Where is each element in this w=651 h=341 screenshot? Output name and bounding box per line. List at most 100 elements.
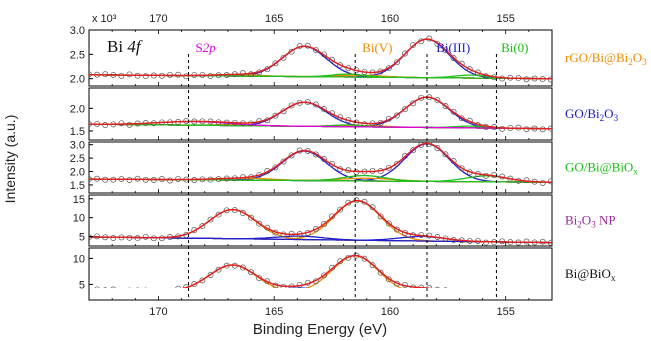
raw-data-point: [215, 266, 222, 273]
y-tick-label: 3.0: [70, 140, 85, 152]
peak-label: Bi(III): [436, 40, 470, 55]
curves-group: [89, 35, 553, 297]
raw-data-point: [539, 179, 546, 186]
raw-data-point: [523, 126, 530, 133]
raw-data-point: [547, 76, 552, 83]
raw-data-point: [337, 62, 344, 69]
raw-data-point: [516, 292, 521, 297]
sample-label: GO/Bi@BiOx: [565, 160, 638, 177]
raw-data-point: [523, 238, 530, 245]
raw-data-point: [136, 287, 140, 288]
x-tick-label-top: 155: [497, 13, 515, 25]
raw-data-point: [508, 292, 513, 297]
raw-data-point: [110, 286, 116, 288]
raw-data-point: [288, 48, 295, 55]
raw-data-point: [385, 65, 392, 72]
raw-data-point: [337, 206, 344, 213]
raw-data-point: [410, 100, 417, 107]
raw-data-point: [120, 287, 122, 288]
x-tick-label: 155: [497, 306, 515, 318]
raw-data-point: [142, 73, 149, 80]
y-tick-label: 1.5: [70, 180, 85, 192]
sample-label: rGO/Bi@Bi2O3: [565, 50, 647, 67]
sample-label: GO/Bi2O3: [565, 106, 619, 123]
raw-data-point: [377, 213, 384, 220]
y-tick-label: 10: [73, 253, 85, 265]
raw-data-point: [272, 112, 279, 119]
sample-label: Bi2O3 NP: [565, 213, 616, 230]
raw-data-point: [451, 289, 456, 294]
envelope-fit-line: [89, 96, 552, 130]
raw-data-point: [272, 60, 279, 67]
raw-data-point: [369, 262, 376, 269]
raw-data-point: [434, 40, 441, 47]
raw-data-point: [434, 145, 441, 151]
y-tick-label: 2.0: [70, 167, 85, 179]
raw-data-point: [199, 223, 206, 230]
raw-data-point: [434, 286, 440, 288]
panel-frame: [88, 87, 553, 141]
raw-data-point: [142, 233, 149, 240]
raw-data-point: [410, 147, 417, 154]
panel-frame: [88, 247, 553, 301]
raw-data-point: [548, 292, 553, 297]
sample-label: Bi@BiOx: [565, 266, 616, 283]
raw-data-point: [288, 102, 295, 109]
raw-data-point: [475, 292, 480, 297]
raw-data-point: [128, 287, 131, 288]
y-tick-label: 10: [73, 213, 85, 225]
bi3-component: [89, 96, 552, 130]
raw-data-point: [248, 269, 254, 276]
raw-data-point: [280, 158, 287, 165]
y-axis-label: Intensity (a.u.): [2, 115, 18, 204]
envelope-fit-line: [89, 199, 552, 244]
y-tick-label: 3.0: [70, 25, 85, 37]
raw-data-point: [402, 153, 408, 159]
raw-data-point: [402, 50, 408, 57]
panels-group: [88, 29, 553, 301]
raw-data-point: [337, 258, 344, 265]
y-tick-label: 2.0: [70, 103, 85, 115]
raw-data-point: [492, 291, 497, 296]
raw-data-point: [466, 66, 473, 73]
raw-data-point: [459, 290, 464, 295]
envelope-fit-line: [89, 38, 552, 80]
raw-data-point: [175, 285, 181, 288]
raw-data-point: [467, 290, 472, 295]
raw-data-point: [410, 41, 417, 48]
raw-data-point: [161, 287, 163, 288]
raw-data-point: [393, 59, 400, 66]
x-tick-label: 160: [381, 306, 399, 318]
raw-data-point: [321, 106, 327, 113]
raw-data-point: [532, 292, 537, 297]
raw-data-point: [523, 76, 530, 83]
reference-lines-group: [188, 54, 497, 300]
raw-data-point: [450, 55, 457, 61]
x-tick-label-top: 165: [265, 13, 283, 25]
x-axis-label: Binding Energy (eV): [253, 321, 387, 338]
raw-data-point: [483, 239, 489, 246]
raw-data-point: [369, 204, 376, 211]
raw-data-point: [321, 51, 327, 58]
raw-data-point: [256, 220, 263, 227]
raw-data-point: [385, 220, 392, 227]
raw-data-point: [126, 121, 133, 128]
bi3-component: [285, 287, 311, 288]
y-tick-label: 2.0: [70, 74, 85, 86]
raw-data-point: [393, 160, 400, 167]
raw-data-point: [442, 47, 449, 54]
sample-labels-group: rGO/Bi@Bi2O3 GO/Bi2O3 GO/Bi@BiOx Bi2O3 NP Bi…: [565, 50, 647, 283]
raw-data-point: [361, 255, 368, 262]
x-multiplier-label: x 10³: [92, 13, 117, 25]
y-tick-label: 2.5: [70, 49, 85, 61]
raw-data-point: [312, 46, 319, 53]
chart-title: Bi 4f: [107, 37, 143, 56]
raw-data-point: [500, 291, 505, 296]
y-tick-label: 1.5: [70, 126, 85, 138]
x-tick-label-top: 170: [149, 13, 167, 25]
x-tick-label-top: 160: [381, 13, 399, 25]
raw-data-point: [402, 106, 408, 113]
peak-labels-group: S2p Bi(V) Bi(III) Bi(0): [195, 40, 528, 55]
raw-data-point: [151, 289, 156, 294]
raw-data-point: [191, 281, 198, 288]
